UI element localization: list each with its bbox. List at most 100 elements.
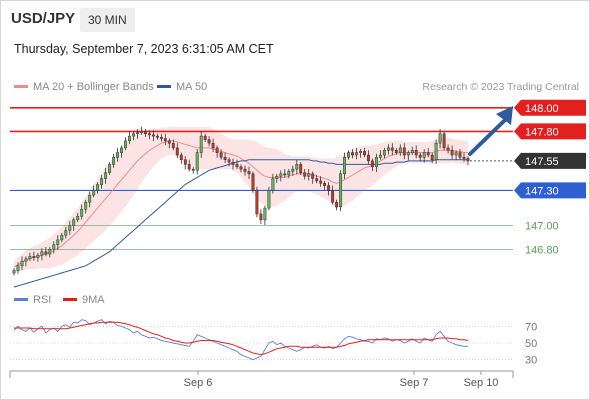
candle-body <box>68 225 72 231</box>
candle-body <box>56 239 60 245</box>
legend-9ma-label: 9MA <box>82 294 105 306</box>
candle-body <box>171 142 175 149</box>
candle-body <box>147 133 151 136</box>
legend-9ma-swatch <box>63 297 77 301</box>
price-label-text: 147.80 <box>525 126 559 138</box>
timeframe-badge[interactable]: 30 MIN <box>80 8 135 32</box>
candle-body <box>291 168 295 172</box>
legend-ma20-swatch <box>14 84 28 88</box>
candle-body <box>88 194 92 203</box>
candle-body <box>28 256 32 260</box>
candle-body <box>382 150 386 156</box>
candle-body <box>339 173 343 208</box>
candle-body <box>48 249 52 255</box>
candle-body <box>179 154 183 160</box>
candle-body <box>462 157 466 159</box>
candle-body <box>136 132 139 135</box>
candle-body <box>175 147 179 156</box>
candle-body <box>124 140 127 149</box>
candle-body <box>359 151 362 153</box>
instrument-title: USD/JPY <box>11 10 76 27</box>
candle-body <box>120 147 123 153</box>
candle-body <box>390 147 394 151</box>
candle-body <box>438 133 442 144</box>
candle-body <box>24 258 28 262</box>
chart-datetime: Thursday, September 7, 2023 6:31:05 AM C… <box>14 42 274 56</box>
candle-body <box>112 157 116 165</box>
rsi-tick-label: 30 <box>525 355 537 367</box>
price-label-146-80: 146.80 <box>525 244 559 256</box>
candle-body <box>454 152 458 156</box>
candle-body <box>211 142 215 149</box>
candle-body <box>363 151 366 156</box>
candle-body <box>163 138 167 142</box>
rsi-9ma-line <box>14 321 469 356</box>
candle-body <box>100 178 104 185</box>
candle-body <box>343 157 346 175</box>
candle-body <box>386 147 390 151</box>
candle-body <box>271 178 275 191</box>
candle-body <box>323 183 327 186</box>
bollinger-band <box>14 126 468 273</box>
candle-body <box>16 265 20 271</box>
price-label-text: 147.30 <box>525 185 559 197</box>
price-label-148-00: 148.00 <box>514 99 586 116</box>
candle-body <box>418 154 422 158</box>
candle-body <box>191 168 195 171</box>
candle-body <box>128 135 131 142</box>
candle-body <box>398 147 402 153</box>
candle-body <box>183 159 187 165</box>
candle-body <box>466 158 470 162</box>
candle-body <box>96 184 100 191</box>
legend-rsi: RSI <box>14 294 51 306</box>
credit-text: Research © 2023 Trading Central <box>422 81 579 93</box>
candle-body <box>243 168 247 172</box>
candle-body <box>279 173 283 177</box>
candle-body <box>295 164 299 170</box>
candle-body <box>263 207 267 221</box>
candle-body <box>159 137 163 139</box>
candle-body <box>199 135 203 153</box>
price-label-text: 146.80 <box>525 244 559 256</box>
candle-body <box>394 150 398 153</box>
forecast-arrow-shaft <box>468 118 507 156</box>
candle-body <box>327 185 331 191</box>
rsi-tick-label: 50 <box>525 338 537 350</box>
candle-body <box>446 147 450 151</box>
candle-body <box>155 135 159 138</box>
candle-body <box>347 152 350 158</box>
candle-body <box>40 251 44 256</box>
candle-body <box>410 150 414 153</box>
candle-body <box>255 190 259 215</box>
candle-body <box>132 133 135 137</box>
candle-body <box>215 147 219 153</box>
candle-body <box>450 150 454 156</box>
candle-body <box>422 152 426 158</box>
price-label-box <box>514 99 586 116</box>
candle-body <box>104 172 108 179</box>
candle-body <box>239 166 243 170</box>
candle-body <box>331 190 335 203</box>
candle-body <box>426 152 430 156</box>
candle-body <box>20 260 24 267</box>
candle-body <box>251 173 255 191</box>
candle-body <box>84 201 88 210</box>
candle-body <box>402 147 406 156</box>
candle-body <box>60 234 64 241</box>
rsi-tick-label: 70 <box>525 321 537 333</box>
price-label-text: 147.55 <box>525 156 559 168</box>
candle-body <box>36 254 40 258</box>
candle-body <box>80 208 84 217</box>
candle-body <box>195 152 199 171</box>
candle-body <box>307 173 311 177</box>
candle-body <box>366 154 370 162</box>
candle-body <box>287 171 291 176</box>
candle-body <box>139 131 143 133</box>
candle-body <box>167 140 171 144</box>
price-label-147-30: 147.30 <box>514 182 586 199</box>
candle-body <box>203 135 207 140</box>
candle-body <box>143 131 147 135</box>
price-label-147-80: 147.80 <box>514 123 586 140</box>
price-label-text: 148.00 <box>525 103 559 115</box>
